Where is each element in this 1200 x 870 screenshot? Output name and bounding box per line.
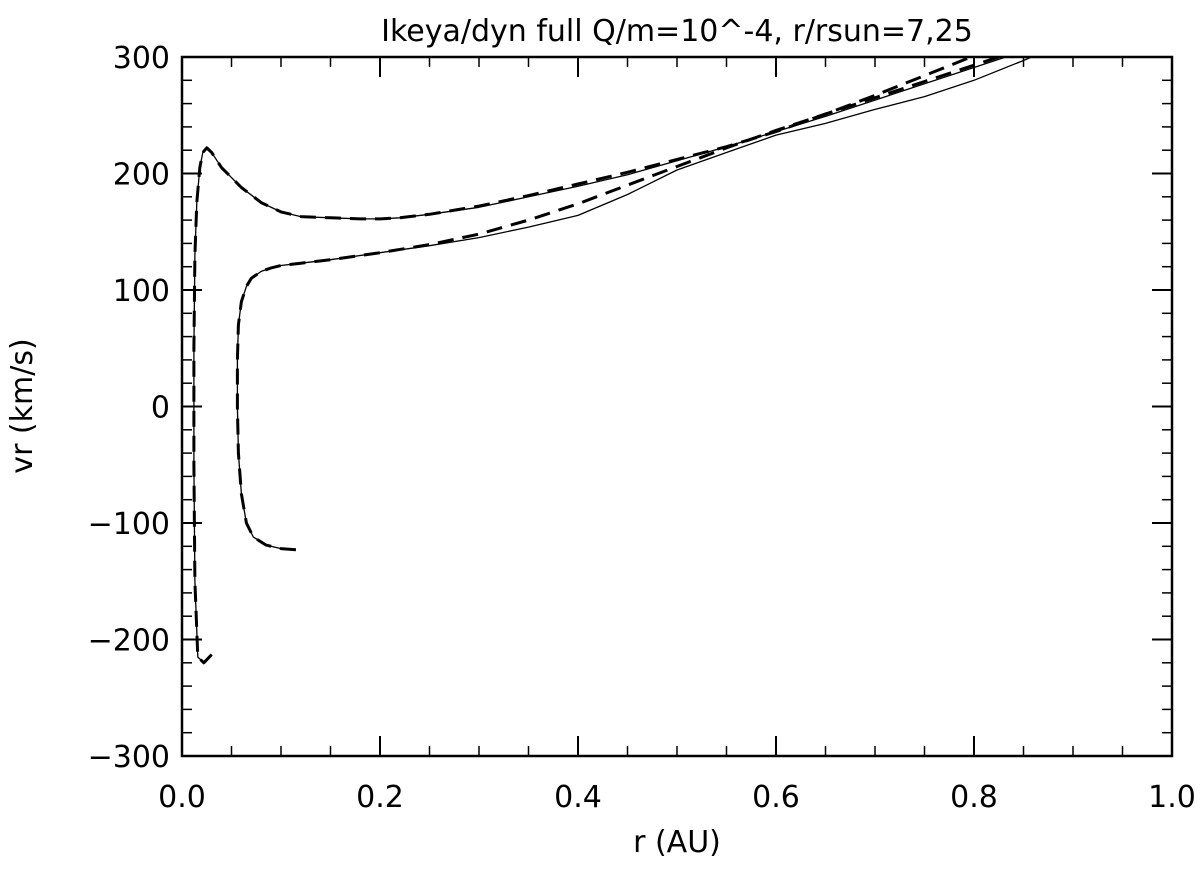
dashed-series-line-2 [192,57,975,665]
axis-ticks [181,56,1173,757]
series-layer [192,57,1034,665]
x-tick-labels: 0.0 0.2 0.4 0.6 0.8 1.0 [158,780,1196,815]
x-tick-label: 1.0 [1148,780,1196,815]
plot-frame [180,55,1174,758]
y-tick-label: −200 [88,624,170,659]
y-tick-label: 100 [113,274,170,309]
y-tick-label: 300 [113,41,170,76]
chart-title: Ikeya/dyn full Q/m=10^-4, r/rsun=7,25 [381,14,973,49]
y-tick-label: 0 [151,391,170,426]
x-tick-label: 0.8 [950,780,998,815]
y-tick-label: −100 [88,507,170,542]
y-tick-labels: 300 200 100 0 −100 −200 −300 [88,41,170,775]
y-tick-label: −300 [88,740,170,775]
y-axis-title: vr (km/s) [5,338,40,473]
y-tick-label: 200 [113,158,170,193]
x-tick-label: 0.4 [554,780,602,815]
solid-series-line-1 [236,57,1034,551]
dashed-series-line-3 [235,57,1004,552]
x-tick-label: 0.2 [356,780,404,815]
x-tick-label: 0.6 [752,780,800,815]
solid-series-line-0 [193,57,1008,664]
x-axis-title: r (AU) [633,825,721,860]
x-tick-label: 0.0 [158,780,206,815]
